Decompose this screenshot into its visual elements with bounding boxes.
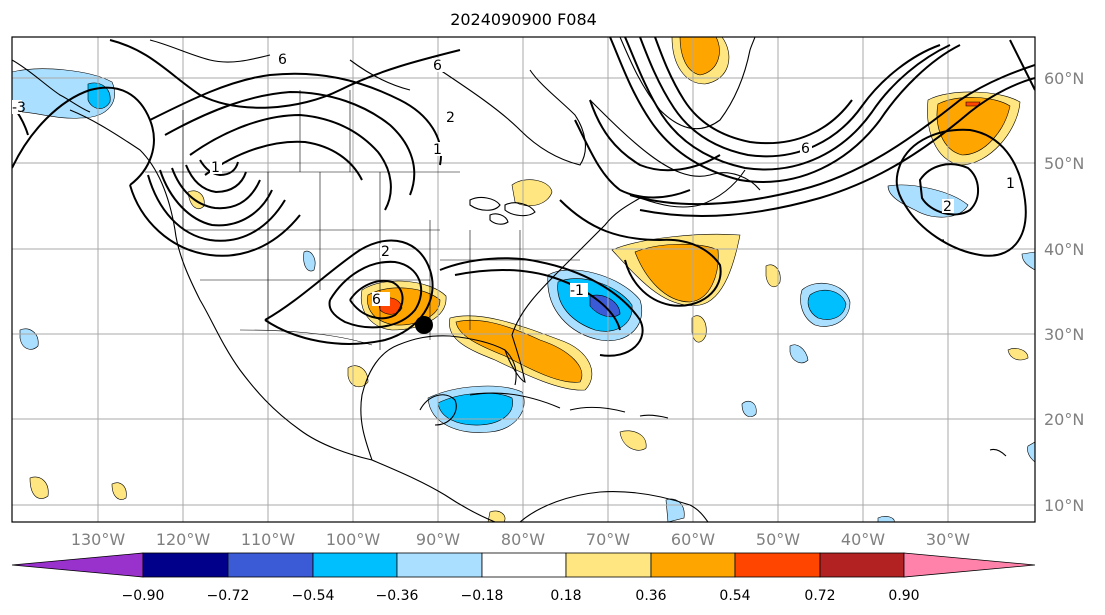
contour-label: -3 — [12, 100, 26, 116]
longitude-label: 30°W — [926, 530, 970, 549]
graticule — [12, 37, 1035, 522]
colorbar-segment — [481, 552, 567, 578]
longitude-label: 70°W — [586, 530, 630, 549]
contour-label: 2 — [446, 110, 455, 126]
colorbar-segment — [903, 552, 1036, 578]
storm-position-dot — [415, 316, 433, 334]
contour-label: 1 — [1006, 176, 1015, 192]
colorbar-segment — [11, 552, 144, 578]
colorbar-tick-label: 0.36 — [635, 588, 666, 604]
latitude-label: 60°N — [1044, 69, 1084, 88]
colorbar-tick-label: −0.54 — [292, 588, 335, 604]
colorbar-tick-label: 0.72 — [804, 588, 835, 604]
longitude-label: 90°W — [416, 530, 460, 549]
longitude-label: 60°W — [671, 530, 715, 549]
colorbar-tick-label: −0.36 — [376, 588, 419, 604]
colorbar-tick-label: 0.90 — [888, 588, 919, 604]
colorbar-segment — [227, 552, 314, 578]
contour-label: 2 — [943, 199, 952, 215]
contour-label: 2 — [381, 244, 390, 260]
colorbar — [11, 552, 1036, 578]
latitude-label: 50°N — [1044, 154, 1084, 173]
colorbar-segment — [734, 552, 821, 578]
colorbar-segment — [396, 552, 483, 578]
contour-label: -1 — [570, 283, 584, 299]
longitude-label: 40°W — [841, 530, 885, 549]
colorbar-tick-label: −0.90 — [122, 588, 165, 604]
colorbar-tick-label: −0.18 — [461, 588, 504, 604]
longitude-labels: 130°W 120°W 110°W 100°W 90°W 80°W 70°W 6… — [71, 530, 970, 549]
latitude-label: 30°N — [1044, 325, 1084, 344]
colorbar-segment — [312, 552, 398, 578]
longitude-label: 110°W — [241, 530, 296, 549]
colorbar-tick-label: −0.72 — [207, 588, 250, 604]
longitude-label: 130°W — [71, 530, 126, 549]
contour-label: 6 — [372, 292, 381, 308]
latitude-label: 40°N — [1044, 240, 1084, 259]
colorbar-segment — [819, 552, 905, 578]
contour-label: 6 — [278, 52, 287, 68]
colorbar-segment — [142, 552, 229, 578]
contour-labels: 6 6 6 1 2 2 2 1 -1 6 1 -3 — [12, 52, 1015, 308]
latitude-label: 20°N — [1044, 410, 1084, 429]
map-title: 2024090900 F084 — [450, 10, 597, 29]
map-frame — [11, 36, 1036, 523]
contour-label: 1 — [211, 160, 220, 176]
longitude-label: 80°W — [501, 530, 545, 549]
contour-label: 6 — [433, 58, 442, 74]
colorbar-ticks: −0.90 −0.72 −0.54 −0.36 −0.18 0.18 0.36 … — [122, 588, 920, 604]
colorbar-tick-label: 0.54 — [719, 588, 750, 604]
colorbar-tick-label: 0.18 — [550, 588, 581, 604]
latitude-label: 10°N — [1044, 496, 1084, 515]
black-contours — [12, 37, 1035, 357]
longitude-label: 50°W — [756, 530, 800, 549]
colorbar-segment — [565, 552, 652, 578]
longitude-label: 100°W — [326, 530, 381, 549]
colorbar-segment — [650, 552, 736, 578]
latitude-labels: 60°N 50°N 40°N 30°N 20°N 10°N — [1044, 69, 1084, 515]
contour-label: 6 — [801, 141, 810, 157]
longitude-label: 120°W — [156, 530, 211, 549]
contour-label: 1 — [433, 142, 442, 158]
